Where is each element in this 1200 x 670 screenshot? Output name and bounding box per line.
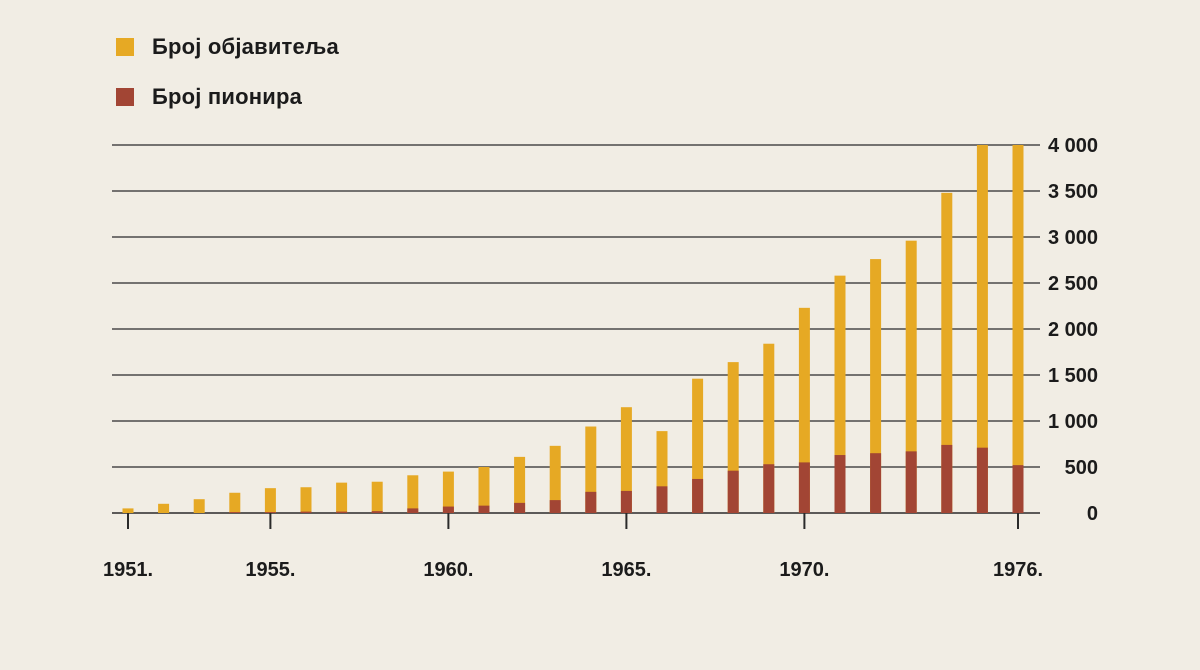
bar-publishers (193, 499, 205, 513)
legend-item-pioneers: Број пионира (116, 84, 339, 110)
bar-publishers (514, 456, 526, 513)
bar-publishers (763, 343, 775, 513)
bar-pioneers (549, 500, 561, 513)
bar-pioneers (371, 511, 383, 513)
bar-publishers (122, 508, 134, 513)
legend: Број објавитеља Број пионира (116, 34, 339, 134)
bar-publishers (834, 275, 846, 513)
bar-pioneers (442, 506, 454, 513)
legend-swatch-pioneers (116, 88, 134, 106)
bar-pioneers (834, 455, 846, 513)
x-tick-label: 1951. (103, 559, 153, 581)
legend-label-pioneers: Број пионира (152, 84, 303, 109)
y-tick-label: 2 000 (1048, 319, 1098, 341)
bar-publishers (656, 431, 668, 513)
bar-publishers (727, 362, 739, 513)
bar-publishers (336, 482, 348, 513)
bar-publishers (158, 503, 170, 513)
legend-label-publishers: Број објавитеља (152, 34, 339, 59)
bar-publishers (798, 307, 810, 513)
bar-publishers (478, 467, 490, 513)
bar-publishers (692, 378, 704, 513)
y-tick-label: 1 000 (1048, 411, 1098, 433)
y-tick-label: 2 500 (1048, 273, 1098, 295)
bar-pioneers (478, 505, 490, 513)
y-tick-label: 500 (1065, 457, 1098, 479)
bar-pioneers (407, 508, 419, 513)
bar-publishers (442, 471, 454, 513)
bar-publishers (549, 445, 561, 513)
bar-publishers (300, 487, 312, 513)
bar-pioneers (656, 486, 668, 513)
x-tick-label: 1976. (993, 559, 1043, 581)
bar-pioneers (585, 491, 597, 513)
bar-pioneers (264, 512, 276, 513)
bar-publishers (620, 407, 632, 513)
x-tick-label: 1970. (779, 559, 829, 581)
bar-pioneers (620, 490, 632, 513)
bar-publishers (585, 426, 597, 513)
bar-pioneers (941, 444, 953, 513)
bar-pioneers (692, 478, 704, 513)
x-tick-label: 1955. (245, 559, 295, 581)
bar-pioneers (870, 453, 882, 513)
x-tick-label: 1965. (601, 559, 651, 581)
y-tick-label: 3 000 (1048, 227, 1098, 249)
bar-pioneers (727, 470, 739, 513)
x-tick-label: 1960. (423, 559, 473, 581)
bar-publishers (407, 475, 419, 513)
bar-pioneers (1012, 465, 1024, 513)
bar-pioneers (976, 447, 988, 513)
bar-publishers (1012, 145, 1024, 513)
bar-pioneers (336, 511, 348, 513)
y-tick-label: 1 500 (1048, 365, 1098, 387)
bar-pioneers (905, 451, 917, 513)
y-tick-label: 4 000 (1048, 135, 1098, 157)
bar-pioneers (798, 462, 810, 513)
bar-publishers (264, 488, 276, 513)
bar-publishers (229, 492, 241, 513)
bar-publishers (371, 481, 383, 513)
legend-swatch-publishers (116, 38, 134, 56)
bar-pioneers (229, 512, 241, 513)
legend-item-publishers: Број објавитеља (116, 34, 339, 60)
bar-pioneers (300, 511, 312, 513)
y-tick-label: 3 500 (1048, 181, 1098, 203)
bar-publishers (941, 192, 953, 513)
y-tick-label: 0 (1087, 503, 1098, 525)
bar-publishers (905, 240, 917, 513)
bar-publishers (870, 259, 882, 513)
bar-pioneers (763, 464, 775, 513)
bar-publishers (976, 145, 988, 513)
bar-pioneers (514, 502, 526, 513)
